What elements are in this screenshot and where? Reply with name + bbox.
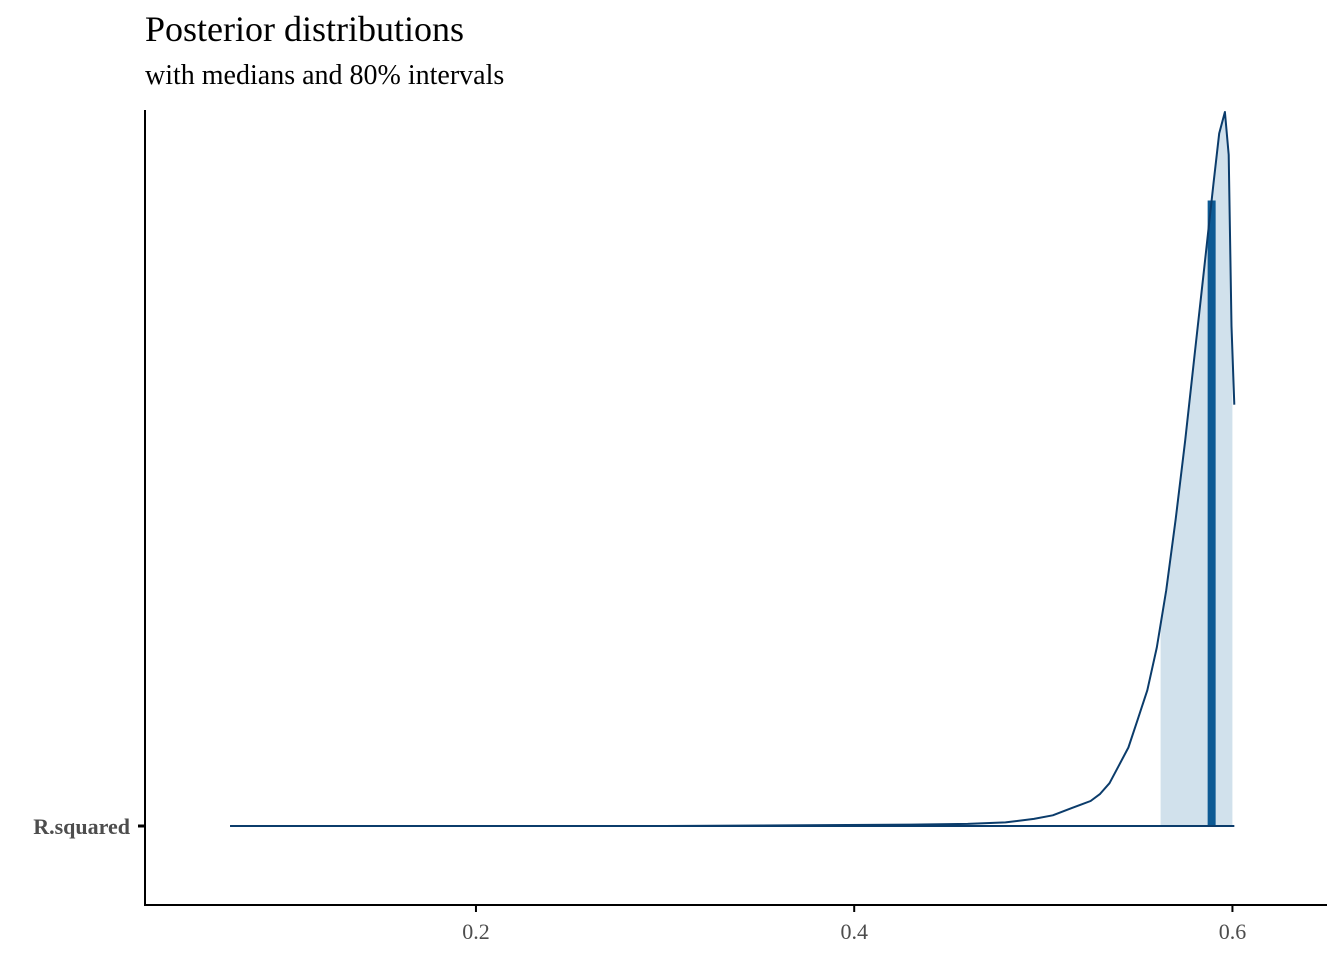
chart-subtitle: with medians and 80% intervals xyxy=(145,60,505,91)
interval-80-area xyxy=(1160,115,1233,827)
chart-title: Posterior distributions xyxy=(145,9,465,49)
x-tick-label: 0.2 xyxy=(462,919,490,944)
x-tick-label: 0.4 xyxy=(840,919,868,944)
y-tick-label: R.squared xyxy=(33,814,130,839)
density-curve xyxy=(230,111,1236,827)
x-tick-label: 0.6 xyxy=(1219,919,1247,944)
